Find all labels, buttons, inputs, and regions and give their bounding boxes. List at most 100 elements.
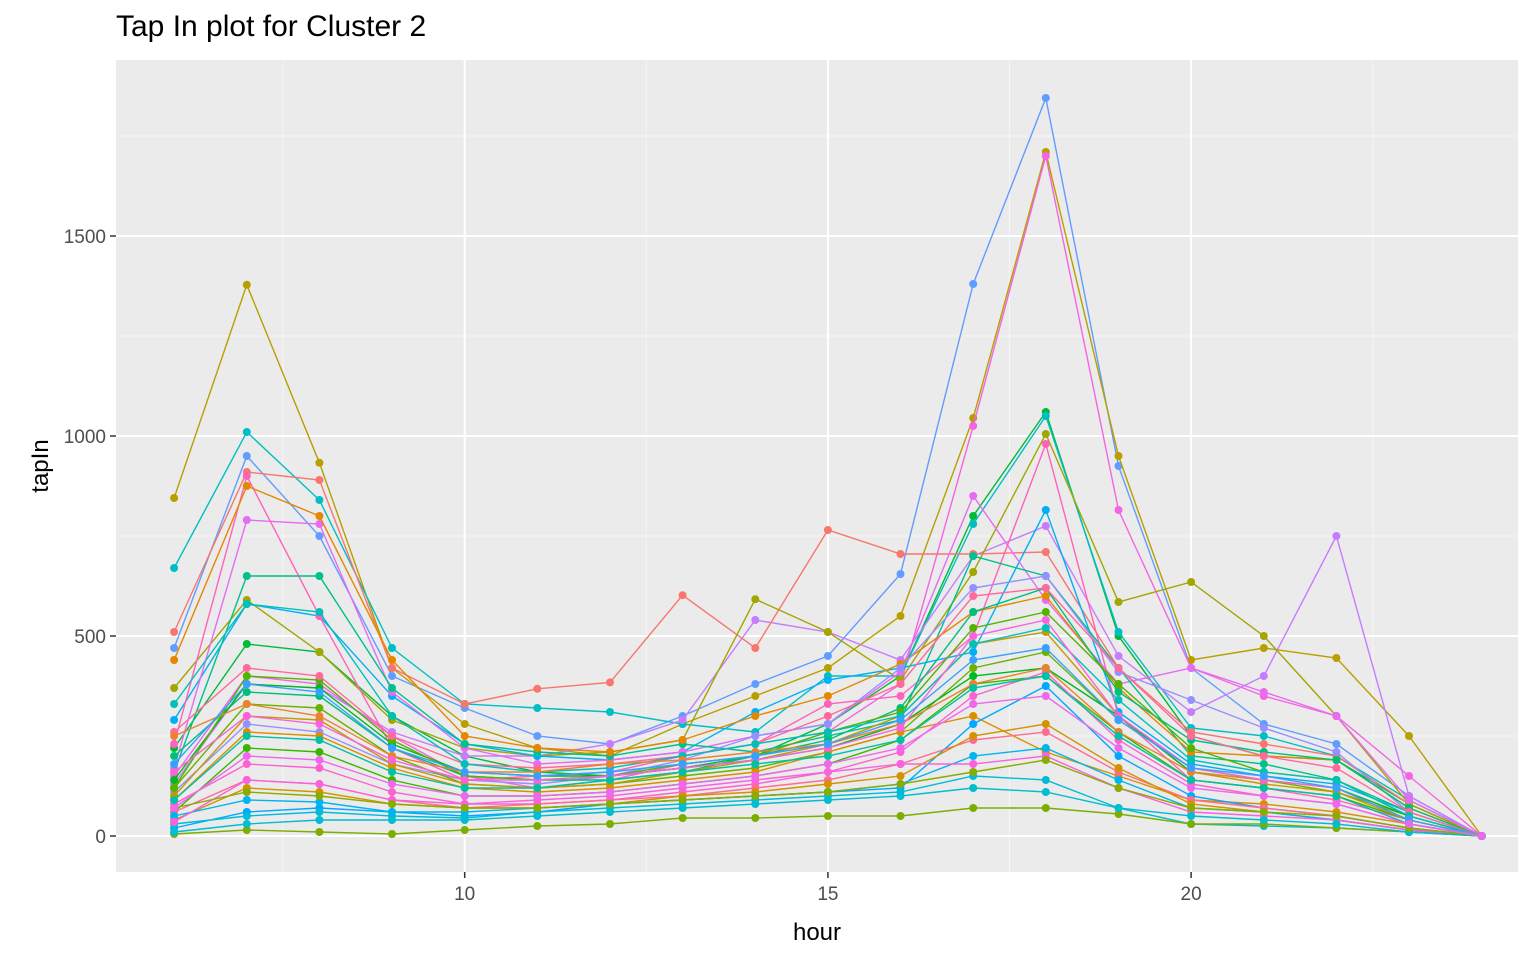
data-point bbox=[751, 792, 760, 800]
data-point bbox=[678, 591, 687, 600]
data-point bbox=[1114, 628, 1123, 636]
data-point bbox=[242, 672, 251, 680]
data-point bbox=[242, 482, 251, 490]
data-point bbox=[242, 472, 251, 480]
data-point bbox=[242, 680, 251, 688]
data-point bbox=[969, 592, 978, 600]
data-point bbox=[533, 804, 542, 812]
data-point bbox=[460, 816, 469, 824]
data-point bbox=[896, 680, 905, 688]
data-point bbox=[170, 784, 179, 792]
data-point bbox=[533, 812, 542, 820]
data-point bbox=[823, 812, 832, 820]
data-point bbox=[969, 608, 978, 616]
data-point bbox=[315, 712, 324, 720]
data-point bbox=[1332, 812, 1341, 820]
data-point bbox=[170, 752, 179, 760]
data-point bbox=[388, 664, 396, 672]
data-point bbox=[242, 664, 251, 672]
data-point bbox=[823, 664, 832, 672]
data-point bbox=[823, 796, 832, 804]
data-point bbox=[896, 724, 905, 732]
x-tick-label: 10 bbox=[454, 884, 475, 905]
data-point bbox=[1041, 152, 1050, 160]
data-point bbox=[1187, 812, 1196, 820]
data-point bbox=[751, 680, 760, 688]
data-point bbox=[896, 664, 905, 672]
data-point bbox=[751, 692, 760, 700]
data-point bbox=[242, 788, 251, 796]
data-point bbox=[969, 700, 978, 708]
data-point bbox=[388, 780, 396, 788]
data-point bbox=[1114, 664, 1123, 672]
data-point bbox=[678, 796, 687, 804]
data-point bbox=[969, 568, 978, 576]
data-point bbox=[460, 792, 469, 800]
data-point bbox=[751, 752, 760, 760]
data-point bbox=[170, 818, 179, 826]
y-tick-label: 500 bbox=[74, 627, 106, 648]
data-point bbox=[315, 808, 324, 816]
data-point bbox=[170, 644, 179, 652]
data-point bbox=[969, 672, 978, 680]
data-point bbox=[1332, 532, 1341, 540]
data-point bbox=[896, 812, 905, 820]
data-point bbox=[896, 736, 905, 744]
grid-minor bbox=[116, 60, 1518, 872]
data-point bbox=[751, 616, 760, 624]
data-point bbox=[969, 640, 978, 648]
data-point bbox=[170, 768, 179, 776]
data-point bbox=[242, 752, 251, 760]
data-point bbox=[751, 595, 760, 604]
data-point bbox=[533, 772, 542, 780]
data-point bbox=[1259, 688, 1268, 696]
data-point bbox=[170, 700, 179, 708]
data-point bbox=[823, 712, 832, 720]
data-point bbox=[315, 476, 324, 484]
data-point bbox=[1332, 740, 1341, 748]
data-point bbox=[1114, 764, 1123, 772]
data-point bbox=[1041, 548, 1050, 556]
data-point bbox=[1041, 440, 1050, 448]
y-axis-title: tapIn bbox=[27, 439, 54, 492]
chart-title: Tap In plot for Cluster 2 bbox=[116, 10, 427, 43]
data-point bbox=[315, 828, 324, 836]
data-point bbox=[315, 748, 324, 756]
data-point bbox=[242, 572, 251, 580]
data-point bbox=[1041, 664, 1050, 672]
data-point bbox=[1041, 672, 1050, 680]
data-point bbox=[1477, 832, 1486, 840]
data-point bbox=[460, 732, 469, 740]
data-point bbox=[242, 776, 251, 784]
data-point bbox=[896, 570, 905, 578]
data-point bbox=[1259, 760, 1268, 768]
data-point bbox=[315, 608, 324, 616]
data-point bbox=[823, 760, 832, 768]
data-point bbox=[315, 458, 324, 467]
data-point bbox=[460, 804, 469, 812]
data-point bbox=[315, 532, 324, 540]
data-point bbox=[606, 820, 614, 828]
data-point bbox=[606, 808, 614, 816]
data-point bbox=[1259, 632, 1268, 640]
series-37 bbox=[170, 692, 1486, 840]
data-point bbox=[1041, 788, 1050, 796]
data-point bbox=[242, 600, 251, 608]
data-point bbox=[1041, 616, 1050, 624]
data-point bbox=[170, 812, 179, 820]
data-point bbox=[1187, 804, 1196, 812]
data-point bbox=[1259, 752, 1268, 760]
data-point bbox=[823, 692, 832, 700]
data-point bbox=[606, 768, 614, 776]
data-point bbox=[896, 716, 905, 724]
y-tick-label: 0 bbox=[95, 827, 106, 848]
data-point bbox=[170, 760, 179, 768]
data-point bbox=[460, 700, 469, 708]
data-point bbox=[1332, 756, 1341, 764]
data-point bbox=[1114, 598, 1123, 606]
data-point bbox=[1114, 784, 1123, 792]
data-point bbox=[170, 776, 179, 784]
data-point bbox=[388, 684, 396, 692]
data-point bbox=[1405, 820, 1413, 828]
data-point bbox=[315, 816, 324, 824]
